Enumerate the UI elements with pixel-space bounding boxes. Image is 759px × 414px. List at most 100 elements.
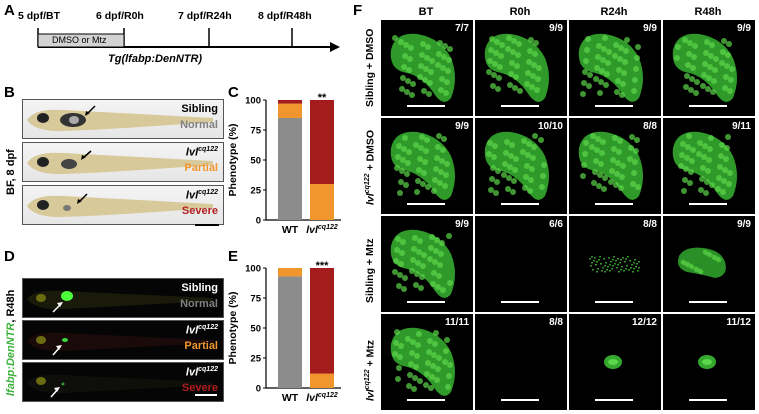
liver-image — [678, 247, 726, 278]
scale-bar — [501, 301, 539, 303]
fraction-label: 11/11 — [445, 317, 469, 328]
scale-bar — [407, 301, 445, 303]
genotype-label: lvlcq122 — [185, 189, 218, 202]
fraction-label: 9/9 — [643, 23, 657, 34]
liver-image-cell: 10/10 — [474, 117, 568, 215]
y-tick-label: 0 — [256, 216, 261, 227]
timeline-point-r0h: 6 dpf/R0h — [96, 10, 144, 22]
phenotype-label: Severe — [181, 382, 218, 394]
y-tick-label: 25 — [250, 186, 261, 197]
liver-image-cell: 8/8 — [474, 313, 568, 411]
fraction-label: 9/9 — [737, 23, 751, 34]
column-header: R0h — [509, 6, 531, 18]
liver-image-cell: 9/11 — [662, 117, 756, 215]
scale-bar — [689, 399, 727, 401]
column-header: BT — [418, 6, 434, 18]
liver-image-cell: 9/9 — [662, 19, 756, 117]
liver-image — [390, 327, 455, 396]
genotype-label: Sibling — [181, 282, 218, 294]
fl-fish-mutant-partial: lvlcq122 Partial — [22, 320, 224, 360]
liver-image-cell: 9/9 — [474, 19, 568, 117]
fraction-label: 9/9 — [737, 219, 751, 230]
panel-label-b: B — [4, 84, 15, 101]
bf-fish-mutant-severe: lvlcq122 Severe — [22, 185, 224, 225]
bar-segment-normal — [278, 276, 302, 388]
liver-image — [390, 229, 455, 298]
row-label: Sibling + DMSO — [364, 28, 376, 107]
y-tick-label: 75 — [250, 126, 261, 137]
fl-fish-mutant-severe: lvlcq122 Severe — [22, 362, 224, 402]
bar-segment-severe — [278, 100, 302, 104]
phenotype-label: Partial — [184, 340, 218, 352]
liver-image-cell: 6/6 — [474, 215, 568, 313]
x-tick-label: WT — [282, 224, 299, 236]
fraction-label: 9/9 — [549, 23, 563, 34]
scale-bar — [689, 105, 727, 107]
fish-icon — [27, 290, 213, 313]
bar-segment-severe — [310, 268, 334, 374]
liver-image — [578, 33, 643, 102]
fish-icon — [27, 332, 213, 356]
significance-marker: *** — [316, 260, 330, 272]
fraction-label: 8/8 — [549, 317, 563, 328]
y-tick-label: 0 — [256, 384, 261, 395]
y-tick-label: 75 — [250, 294, 261, 305]
liver-image — [589, 256, 640, 273]
liver-image-cell: 7/7 — [380, 19, 474, 117]
y-tick-label: 100 — [245, 264, 261, 275]
fraction-label: 8/8 — [643, 121, 657, 132]
genotype-label: Sibling — [181, 103, 218, 115]
liver-image — [604, 355, 622, 369]
x-tick-label: lvlcq122 — [306, 392, 338, 404]
bar-segment-normal — [278, 118, 302, 220]
fraction-label: 11/12 — [726, 317, 751, 328]
fraction-label: 9/11 — [732, 121, 751, 132]
fish-icon — [27, 105, 213, 132]
y-axis-label: Phenotype (%) — [227, 292, 239, 365]
scale-bar — [501, 399, 539, 401]
fraction-label: 9/9 — [455, 121, 469, 132]
fraction-label: 9/9 — [455, 219, 469, 230]
scale-bar — [407, 105, 445, 107]
column-header: R48h — [694, 6, 722, 18]
scale-bar — [689, 301, 727, 303]
bf-fish-sibling: Sibling Normal — [22, 99, 224, 139]
liver-image-cell: 8/8 — [568, 117, 662, 215]
liver-image — [578, 131, 643, 200]
x-tick-label: lvlcq122 — [306, 224, 338, 236]
bar-segment-partial — [278, 103, 302, 118]
phenotype-label: Normal — [180, 119, 218, 131]
liver-image-cell: 9/9 — [662, 215, 756, 313]
fish-icon — [27, 374, 213, 398]
scale-bar — [595, 105, 633, 107]
genotype-label: lvlcq122 — [185, 146, 218, 159]
row-label: lvlcq122 + Mtz — [364, 339, 377, 401]
bar-segment-partial — [278, 268, 302, 277]
timeline-axis — [37, 28, 340, 52]
timeline-point-bt: 5 dpf/BT — [18, 10, 60, 22]
liver-image — [484, 33, 549, 102]
significance-marker: ** — [318, 92, 327, 104]
phenotype-chart-c: Phenotype (%) 0 25 50 75 100 WT lvlcq122 ** — [227, 92, 341, 236]
phenotype-label: Severe — [181, 205, 218, 217]
phenotype-chart-e: Phenotype (%) 0 25 50 75 100 WT lvlcq122 *** — [227, 260, 341, 404]
y-tick-label: 100 — [245, 96, 261, 107]
fraction-label: 10/10 — [537, 121, 563, 132]
fraction-label: 7/7 — [455, 23, 469, 34]
genotype-label: lvlcq122 — [185, 366, 218, 379]
fish-icon — [27, 150, 213, 175]
panel-label-f: F — [353, 2, 363, 19]
liver-image — [672, 131, 737, 200]
phenotype-label: Partial — [184, 162, 218, 174]
column-header: R24h — [600, 6, 628, 18]
treatment-box-label: DMSO or Mtz — [52, 35, 107, 45]
bar-segment-partial — [310, 184, 334, 220]
fish-icon — [27, 193, 213, 218]
panel-b-side-label: BF, 8 dpf — [5, 149, 17, 195]
panel-label-e: E — [228, 248, 239, 265]
liver-image — [484, 131, 549, 200]
timeline-point-r48h: 8 dpf/R48h — [258, 10, 312, 22]
liver-image — [698, 355, 716, 369]
panel-label-a: A — [4, 2, 15, 19]
scale-bar — [595, 203, 633, 205]
